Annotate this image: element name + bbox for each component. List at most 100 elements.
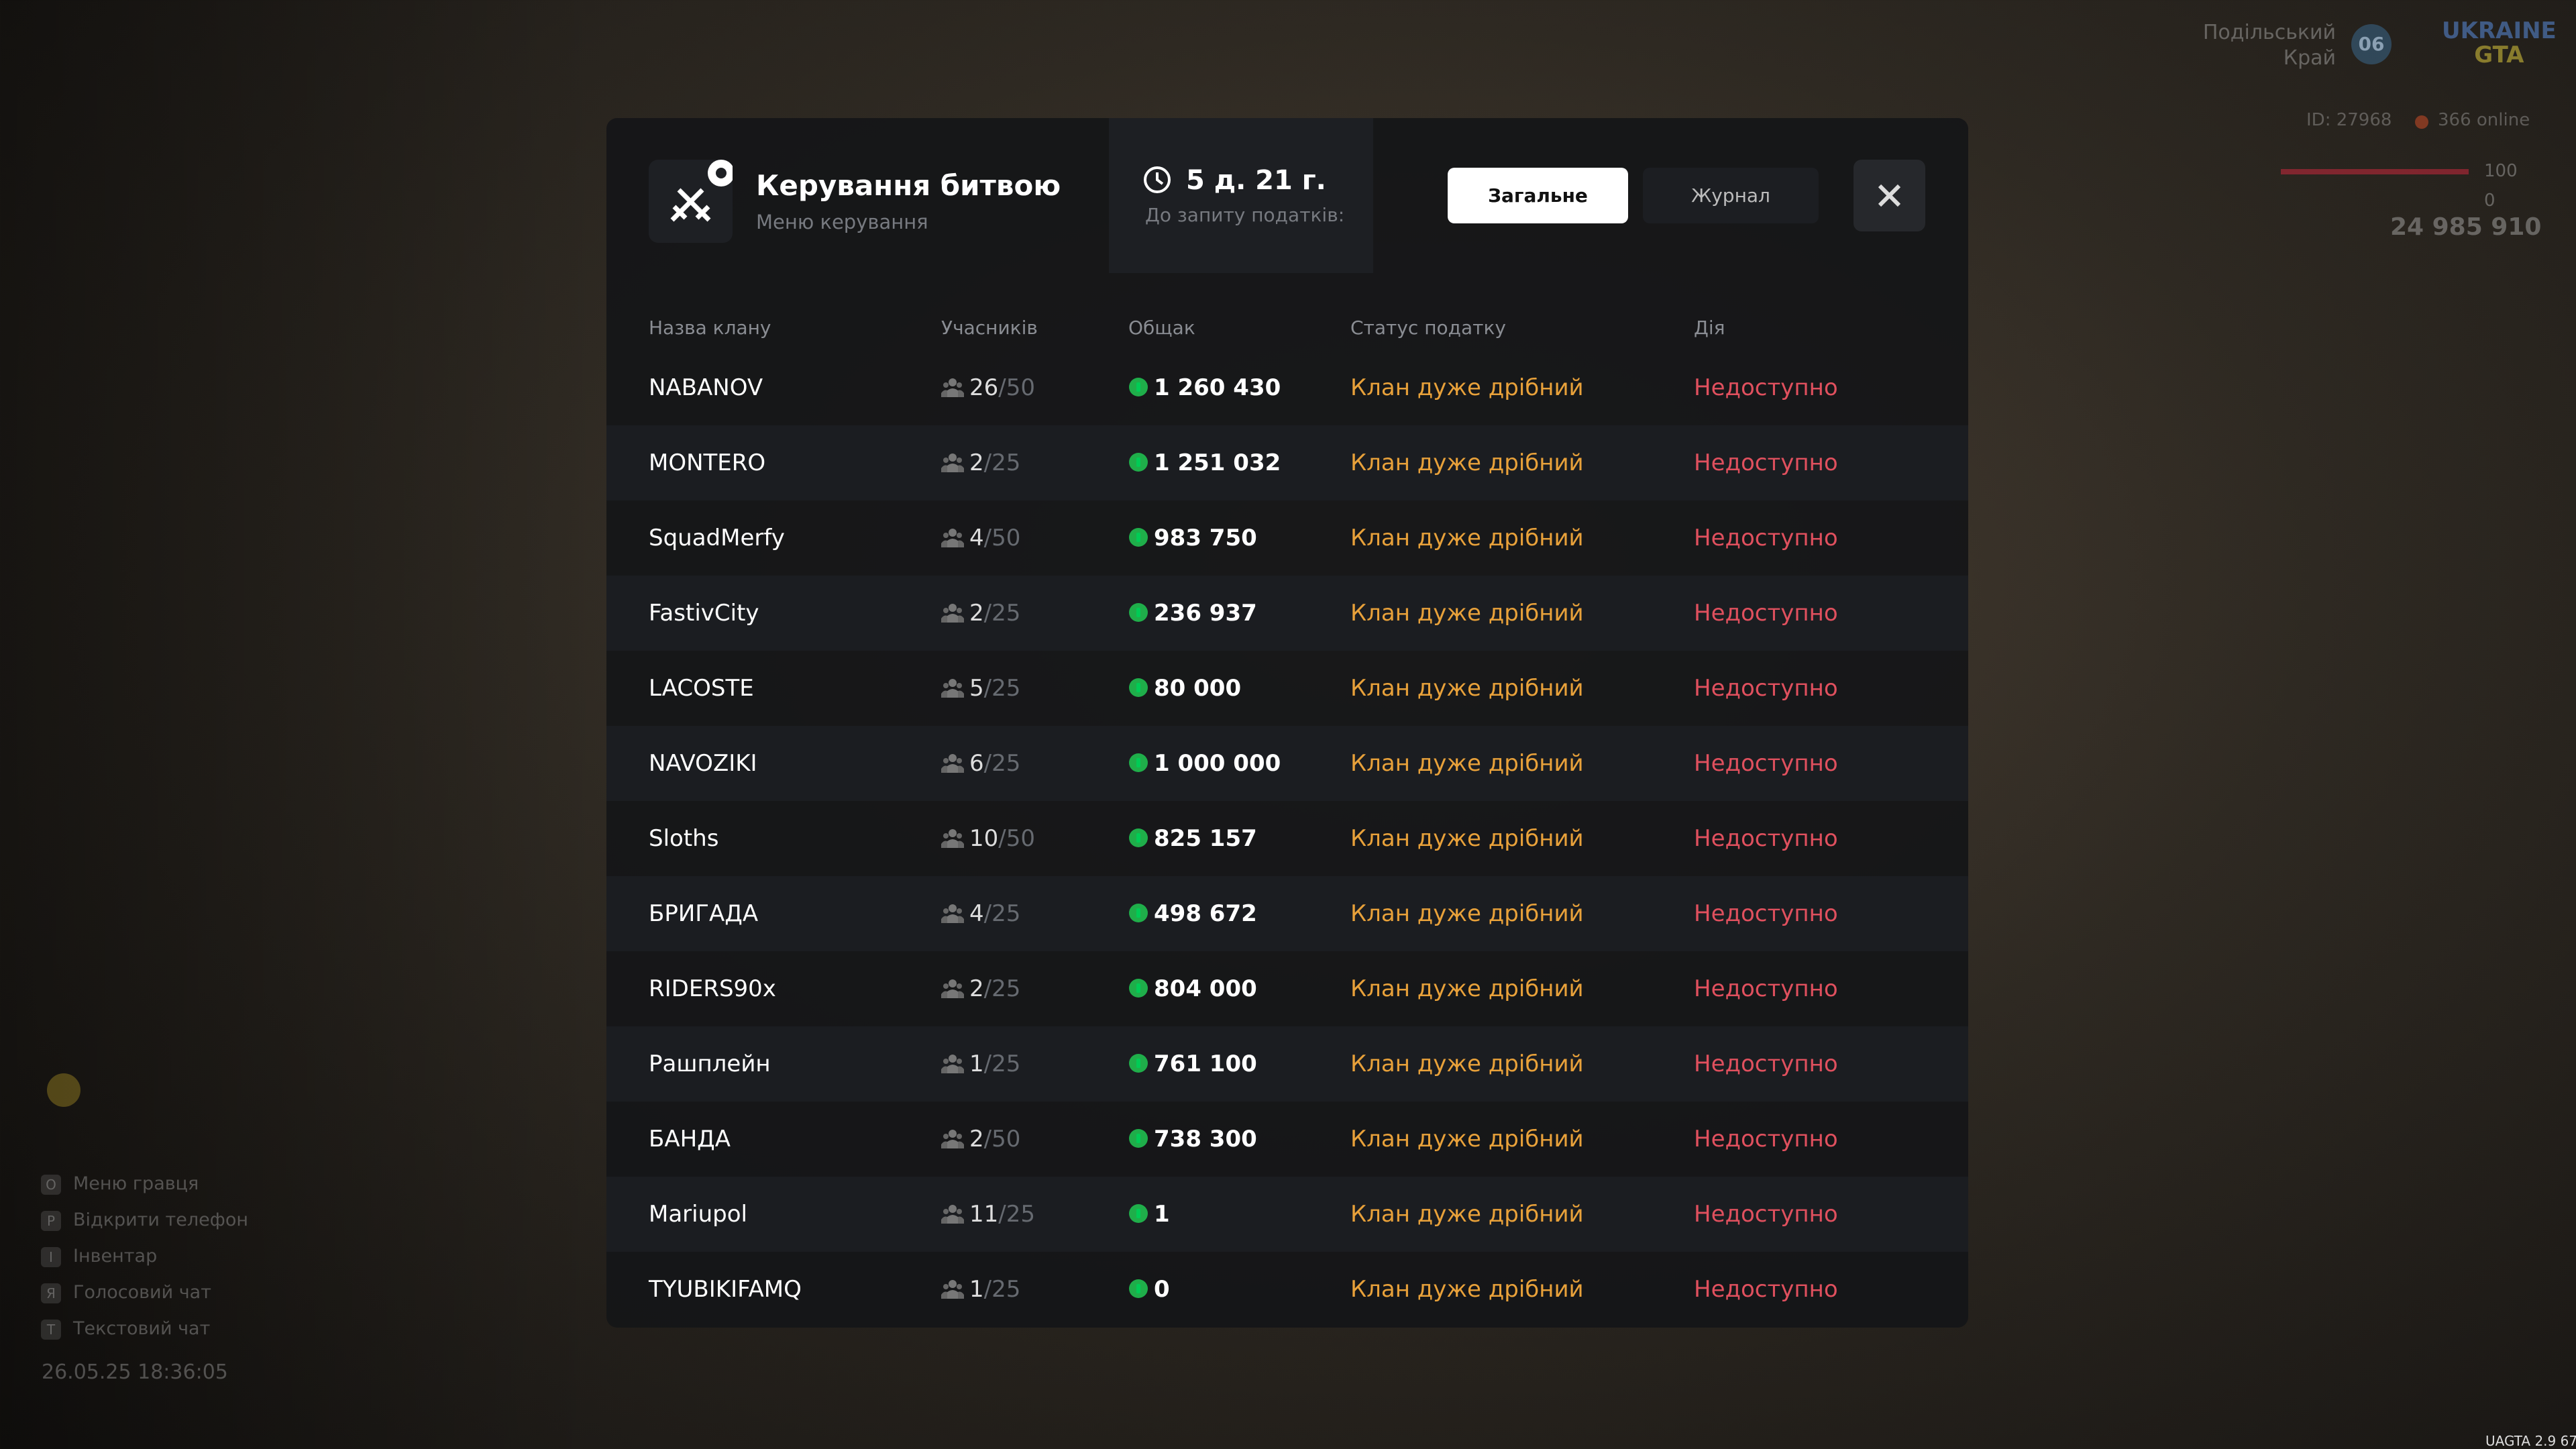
members-count: 4 — [969, 525, 984, 551]
tax-status: Клан дуже дрібний — [1350, 449, 1584, 476]
clan-table: Назва клану Учасників Общак Статус податку Д… — [606, 118, 1968, 1328]
members-count: 2 — [969, 449, 984, 476]
members-limit: /50 — [983, 1126, 1021, 1152]
hint: Я Голосовий чат — [41, 1275, 248, 1311]
clan-row: SquadMerfy 4/50 983 750 Клан дуже дрібний Не… — [606, 500, 1968, 576]
subtitle: Меню керування — [756, 211, 928, 233]
members-count: 26 — [969, 374, 999, 401]
datetime: 26.05.25 18:36:05 — [42, 1360, 228, 1384]
members-count: 2 — [969, 975, 984, 1002]
action: Недоступно — [1694, 374, 1838, 401]
hint-key: T — [41, 1320, 61, 1340]
timer-caption: До запиту податків: — [1145, 204, 1345, 226]
treasury-amount: 1 — [1154, 1201, 1170, 1228]
members-limit: /25 — [983, 1051, 1021, 1077]
icon-swords — [670, 160, 735, 222]
online-dot — [2415, 115, 2428, 129]
treasury: 1 251 032 — [1128, 425, 1281, 500]
region: Подільський Край — [2203, 20, 2336, 71]
minimap-marker — [47, 1073, 80, 1107]
treasury: 1 000 000 — [1128, 726, 1281, 801]
members: 2/50 — [941, 1102, 1020, 1177]
treasury: 498 672 — [1128, 876, 1257, 951]
tab-log[interactable]: Журнал — [1643, 168, 1819, 223]
treasury-amount: 738 300 — [1154, 1126, 1257, 1152]
members-limit: /25 — [983, 449, 1021, 476]
clan-name: TYUBIKIFAMQ — [649, 1276, 802, 1303]
treasury: 738 300 — [1128, 1102, 1257, 1177]
hint-key: O — [41, 1175, 61, 1195]
action: Недоступно — [1694, 750, 1838, 777]
members-count: 2 — [969, 600, 984, 627]
action: Недоступно — [1694, 449, 1838, 476]
members: 10/50 — [941, 801, 1035, 876]
members: 4/25 — [941, 876, 1020, 951]
clan-name: Рашплейн — [649, 1051, 771, 1077]
action: Недоступно — [1694, 900, 1838, 927]
tax-status: Клан дуже дрібний — [1350, 750, 1584, 777]
treasury: 761 100 — [1128, 1026, 1257, 1102]
action: Недоступно — [1694, 525, 1838, 551]
hint-label: Текстовий чат — [73, 1318, 211, 1339]
logo: UKRAINE GTA — [2442, 19, 2557, 67]
clan-name: NABANOV — [649, 374, 763, 401]
health-bar — [2281, 169, 2469, 174]
members-count: 6 — [969, 750, 984, 777]
background-shade — [0, 0, 604, 1449]
members-limit: /25 — [983, 900, 1021, 927]
members-count: 1 — [969, 1276, 984, 1303]
action: Недоступно — [1694, 975, 1838, 1002]
clan-row: FastivCity 2/25 236 937 Клан дуже дрібний Не… — [606, 576, 1968, 651]
timer-box: 5 д. 21 г. До запиту податків: — [1109, 118, 1373, 273]
treasury: 983 750 — [1128, 500, 1257, 576]
members: 1/25 — [941, 1252, 1020, 1327]
tax-status: Клан дуже дрібний — [1350, 1201, 1584, 1228]
clan-name: MONTERO — [649, 449, 766, 476]
column-header: Учасників — [941, 317, 1038, 339]
tax-status: Клан дуже дрібний — [1350, 1051, 1584, 1077]
members-limit: /50 — [983, 525, 1021, 551]
clan-name: SquadMerfy — [649, 525, 785, 551]
clan-name: LACOSTE — [649, 675, 754, 702]
treasury-amount: 0 — [1154, 1276, 1170, 1303]
action: Недоступно — [1694, 1276, 1838, 1303]
column-header: Назва клану — [649, 317, 771, 339]
clan-row: Mariupol 11/25 1 Клан дуже дрібний Недоступн… — [606, 1177, 1968, 1252]
clan-row: TYUBIKIFAMQ 1/25 0 Клан дуже дрібний Недосту… — [606, 1252, 1968, 1327]
members-count: 4 — [969, 900, 984, 927]
members: 5/25 — [941, 651, 1020, 726]
hint: I Інвентар — [41, 1238, 248, 1275]
tab-general[interactable]: Загальне — [1448, 168, 1628, 223]
treasury-amount: 1 260 430 — [1154, 374, 1281, 401]
armor: 0 — [2484, 191, 2496, 211]
action: Недоступно — [1694, 1201, 1838, 1228]
treasury: 1 — [1128, 1177, 1170, 1252]
action: Недоступно — [1694, 600, 1838, 627]
members: 2/25 — [941, 951, 1020, 1026]
column-header: Дія — [1694, 317, 1725, 339]
members-limit: /25 — [983, 975, 1021, 1002]
online: 366 online — [2438, 110, 2530, 130]
members: 6/25 — [941, 726, 1020, 801]
hint-label: Відкрити телефон — [73, 1210, 249, 1230]
panel-icon — [649, 160, 735, 243]
tax-status: Клан дуже дрібний — [1350, 600, 1584, 627]
tax-status: Клан дуже дрібний — [1350, 675, 1584, 702]
clan-row: Sloths 10/50 825 157 Клан дуже дрібний Недос… — [606, 801, 1968, 876]
treasury-amount: 1 000 000 — [1154, 750, 1281, 777]
clock-icon — [1144, 166, 1171, 193]
region-line: Край — [2283, 46, 2336, 70]
column-header: Статус податку — [1350, 317, 1506, 339]
clan-name: Sloths — [649, 825, 719, 852]
logo-line: UKRAINE — [2442, 17, 2557, 44]
close-button[interactable] — [1854, 160, 1925, 231]
members-count: 2 — [969, 1126, 984, 1152]
treasury: 1 260 430 — [1128, 350, 1281, 425]
tax-status: Клан дуже дрібний — [1350, 1276, 1584, 1303]
clan-name: Mariupol — [649, 1201, 747, 1228]
hint-key: P — [41, 1211, 61, 1231]
members-count: 1 — [969, 1051, 984, 1077]
title: Керування битвою — [756, 169, 1061, 202]
treasury-amount: 498 672 — [1154, 900, 1257, 927]
